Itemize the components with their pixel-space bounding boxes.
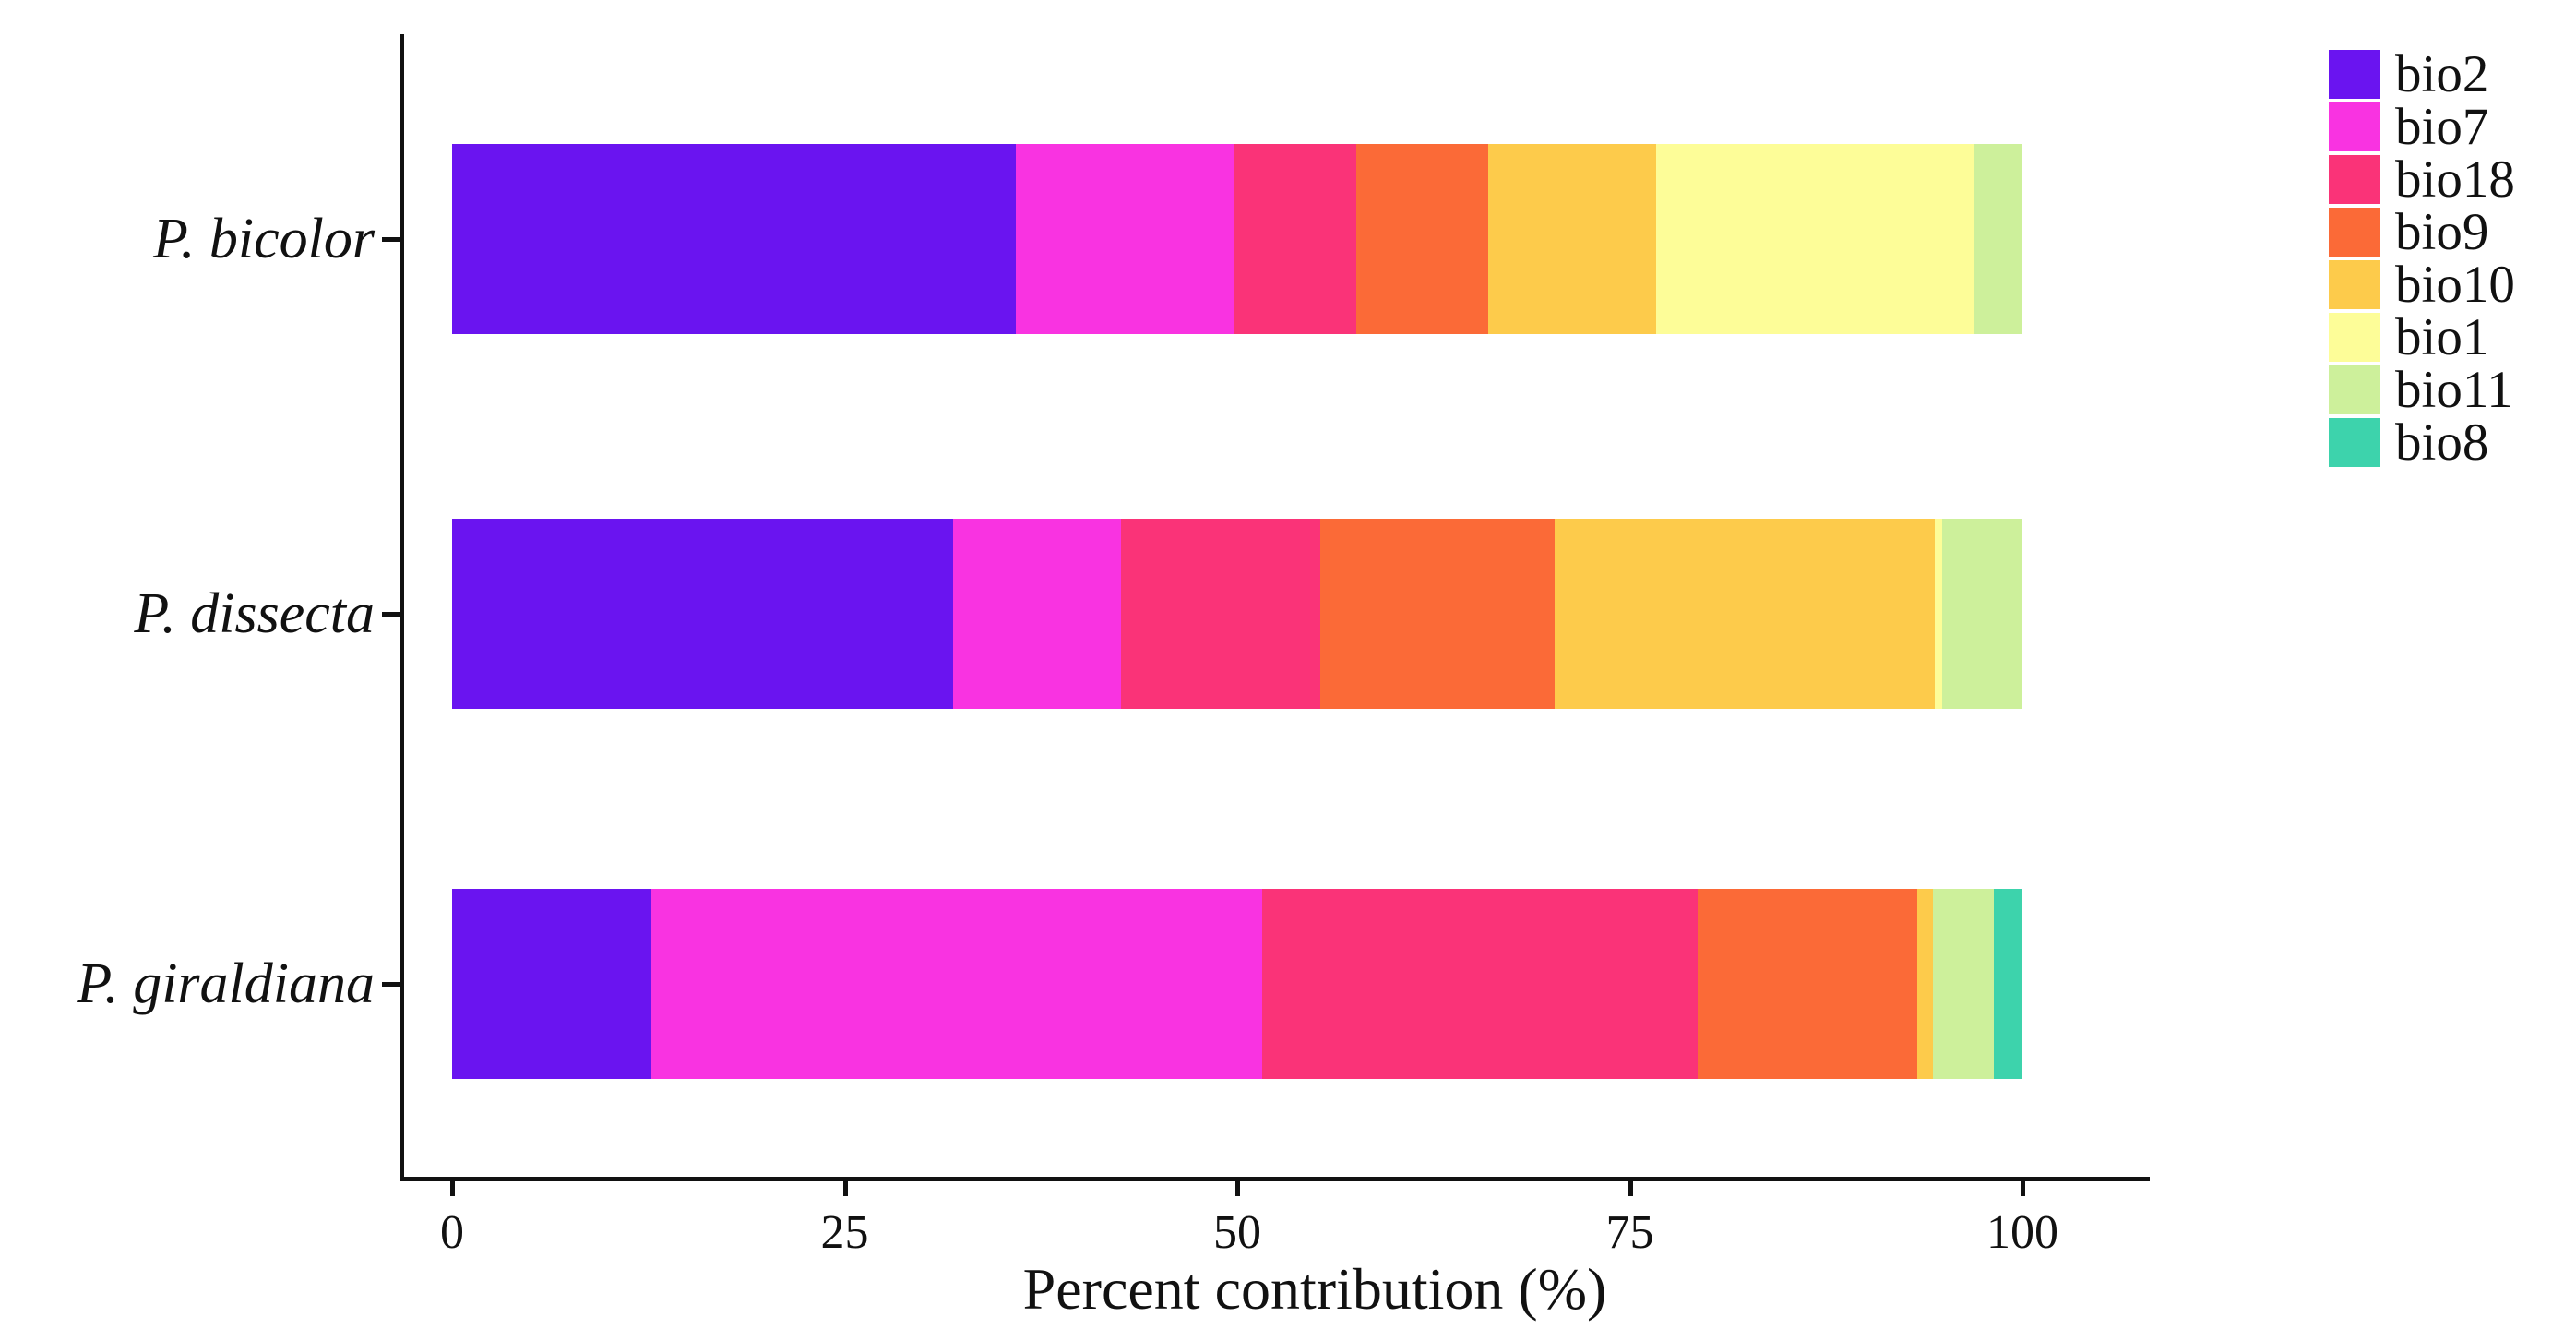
- x-tick-mark: [2021, 1181, 2025, 1196]
- bar-segment-bio9: [1697, 889, 1917, 1079]
- legend-item-bio8: bio8: [2329, 413, 2515, 472]
- bar-segment-bio1: [1934, 519, 1943, 709]
- bar-segment-bio2: [452, 519, 953, 709]
- bar-segment-bio11: [1942, 519, 2022, 709]
- legend-item-bio2: bio2: [2329, 45, 2515, 103]
- legend: bio2 bio7 bio18 bio9 bio10 bio1 bio11 bio8: [2329, 45, 2515, 472]
- bar-segment-bio11: [1974, 144, 2022, 334]
- x-tick-label: 50: [1213, 1206, 1261, 1259]
- bar-segment-bio9: [1356, 144, 1489, 334]
- category-label: P. dissecta: [134, 582, 375, 645]
- legend-label: bio18: [2395, 150, 2515, 209]
- legend-label: bio1: [2395, 308, 2489, 366]
- bar-segment-bio8: [1994, 889, 2022, 1079]
- legend-swatch-bio8: [2329, 418, 2380, 467]
- bar-segment-bio10: [1488, 144, 1657, 334]
- y-tick-mark: [382, 982, 400, 987]
- legend-swatch-bio18: [2329, 155, 2380, 204]
- legend-swatch-bio9: [2329, 208, 2380, 257]
- y-axis-line: [400, 34, 404, 1181]
- legend-swatch-bio7: [2329, 102, 2380, 151]
- legend-label: bio9: [2395, 203, 2489, 261]
- legend-swatch-bio10: [2329, 260, 2380, 309]
- bar-row: [452, 889, 2022, 1079]
- bar-segment-bio7: [1016, 144, 1234, 334]
- x-tick-mark: [1628, 1181, 1633, 1196]
- legend-swatch-bio1: [2329, 313, 2380, 362]
- x-tick-label: 0: [440, 1206, 464, 1259]
- bar-row: [452, 144, 2022, 334]
- y-tick-mark: [382, 237, 400, 242]
- legend-item-bio1: bio1: [2329, 308, 2515, 366]
- bar-segment-bio10: [1554, 519, 1935, 709]
- legend-item-bio7: bio7: [2329, 98, 2515, 156]
- bar-segment-bio10: [1916, 889, 1933, 1079]
- legend-item-bio11: bio11: [2329, 361, 2515, 419]
- category-label: P. giraldiana: [77, 952, 375, 1015]
- x-tick-label: 100: [1986, 1206, 2058, 1259]
- bar-segment-bio11: [1932, 889, 1995, 1079]
- bar-segment-bio1: [1656, 144, 1974, 334]
- legend-label: bio2: [2395, 45, 2489, 103]
- category-label: P. bicolor: [153, 208, 375, 270]
- x-tick-mark: [842, 1181, 848, 1196]
- x-axis-title: Percent contribution (%): [1022, 1256, 1607, 1322]
- x-axis-line: [400, 1177, 2150, 1181]
- legend-item-bio18: bio18: [2329, 150, 2515, 209]
- legend-label: bio10: [2395, 256, 2515, 314]
- bar-segment-bio7: [952, 519, 1122, 709]
- bar-segment-bio7: [651, 889, 1263, 1079]
- bar-segment-bio2: [452, 889, 652, 1079]
- legend-item-bio9: bio9: [2329, 203, 2515, 261]
- bar-segment-bio9: [1320, 519, 1555, 709]
- x-tick-mark: [450, 1181, 455, 1196]
- y-tick-mark: [382, 612, 400, 617]
- x-tick-mark: [1235, 1181, 1240, 1196]
- bar-segment-bio18: [1121, 519, 1321, 709]
- legend-swatch-bio2: [2329, 50, 2380, 99]
- x-tick-label: 75: [1605, 1206, 1654, 1259]
- bar-row: [452, 519, 2022, 709]
- x-tick-label: 25: [820, 1206, 869, 1259]
- legend-label: bio7: [2395, 98, 2489, 156]
- bar-segment-bio2: [452, 144, 1017, 334]
- legend-label: bio11: [2395, 361, 2513, 419]
- legend-item-bio10: bio10: [2329, 256, 2515, 314]
- bar-segment-bio18: [1234, 144, 1357, 334]
- bar-segment-bio18: [1262, 889, 1698, 1079]
- legend-swatch-bio11: [2329, 365, 2380, 414]
- legend-label: bio8: [2395, 413, 2489, 472]
